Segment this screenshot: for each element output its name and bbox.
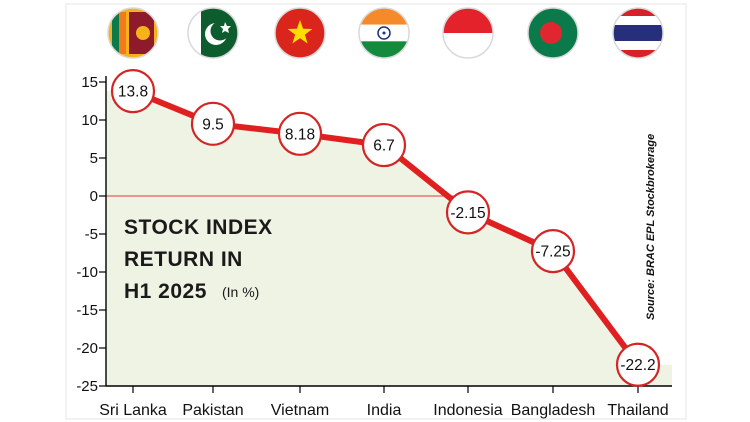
source-note: Source: BRAC EPL Stockbrokerage	[645, 134, 657, 320]
thailand-flag-icon	[613, 8, 663, 58]
bangladesh-flag-icon	[528, 8, 578, 58]
data-point	[615, 342, 661, 387]
data-points: 13.8 9.5 8.18 6.7 -2.15 -7.25 -22.2	[110, 69, 661, 387]
flag-row	[107, 7, 664, 59]
flag-outline	[107, 7, 159, 59]
data-label: 13.8	[118, 84, 148, 101]
x-tick-label: Pakistan	[182, 402, 243, 419]
y-tick-label: 0	[90, 188, 98, 205]
data-label: -2.15	[450, 205, 485, 222]
x-tick-label: Bangladesh	[511, 402, 596, 419]
data-point	[445, 190, 491, 235]
y-tick-label: -10	[76, 264, 98, 281]
data-point	[190, 101, 236, 146]
flag-outline	[358, 7, 410, 59]
y-tick-label: 10	[81, 112, 98, 129]
data-point	[277, 111, 323, 156]
vietnam-flag-icon	[275, 8, 325, 58]
data-point	[110, 69, 156, 114]
x-tick-label: Sri Lanka	[99, 402, 167, 419]
x-tick-label: Thailand	[607, 402, 668, 419]
pakistan-flag-icon	[188, 8, 238, 58]
data-label: -22.2	[620, 357, 655, 374]
y-tick-label: 15	[81, 74, 98, 91]
flag-outline	[187, 7, 239, 59]
data-label: 8.18	[285, 126, 315, 143]
plot-area-fill	[106, 80, 672, 386]
x-tick-label: Vietnam	[271, 402, 329, 419]
india-flag-icon	[359, 8, 409, 58]
data-label: 6.7	[373, 138, 395, 155]
flag-outline	[612, 7, 664, 59]
y-tick-label: 5	[90, 150, 98, 167]
unit-label: (In %)	[222, 284, 259, 300]
y-axis-ticks: 15 10 5 0 -5 -10 -15 -20 -25	[76, 74, 106, 395]
x-axis-ticks: Sri Lanka Pakistan Vietnam India Indonesia Ba…	[99, 386, 669, 419]
y-tick-label: -5	[85, 226, 98, 243]
chart-title: STOCK INDEX RETURN IN H1 2025 (In %)	[124, 216, 273, 303]
sri-lanka-flag-icon	[108, 8, 158, 58]
y-tick-label: -20	[76, 340, 98, 357]
title-line-2: RETURN IN	[124, 248, 243, 271]
title-line-1: STOCK INDEX	[124, 216, 273, 239]
y-tick-label: -25	[76, 378, 98, 395]
data-point	[530, 229, 576, 274]
data-label: 9.5	[202, 116, 224, 133]
x-tick-label: India	[367, 402, 402, 419]
flag-outline	[274, 7, 326, 59]
flag-outline	[442, 7, 494, 59]
flag-outline	[527, 7, 579, 59]
title-line-3: H1 2025	[124, 280, 207, 303]
data-point	[361, 122, 407, 168]
data-label: -7.25	[535, 244, 570, 261]
y-tick-label: -15	[76, 302, 98, 319]
x-tick-label: Indonesia	[433, 402, 502, 419]
